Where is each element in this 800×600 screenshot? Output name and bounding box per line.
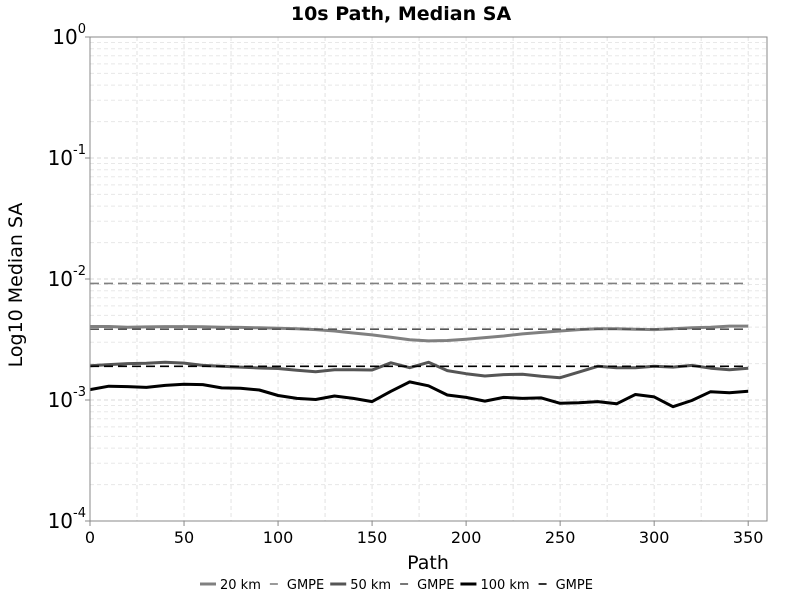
x-tick-label: 350: [733, 528, 764, 547]
y-axis-ticks: 100 10-1 10-2 10-3 10-4: [48, 22, 90, 533]
series-layer: [89, 282, 749, 409]
x-tick-label: 0: [85, 528, 95, 547]
y-tick-label: 100: [52, 22, 86, 49]
y-tick-label: 10-2: [48, 264, 86, 291]
x-tick-label: 100: [263, 528, 294, 547]
series-line-100-km-4: [89, 380, 749, 409]
x-tick-label: 200: [451, 528, 482, 547]
x-axis-ticks: 0 50 100 150 200 250 300 350: [85, 521, 764, 547]
legend-label: 20 km: [220, 578, 261, 593]
legend-label: GMPE: [287, 578, 324, 593]
x-tick-label: 300: [639, 528, 670, 547]
y-axis-title: Log10 Median SA: [5, 203, 27, 368]
legend: 20 km GMPE 50 km GMPE 100 km GMPE: [200, 578, 593, 593]
y-tick-label: 10-1: [48, 143, 86, 170]
series-line-50-km-2: [89, 360, 749, 380]
x-axis-title: Path: [407, 552, 449, 574]
legend-label: 50 km: [350, 578, 391, 593]
y-tick-label: 10-3: [48, 385, 86, 412]
legend-label: GMPE: [417, 578, 454, 593]
chart-title: 10s Path, Median SA: [291, 3, 512, 25]
y-tick-label: 10-4: [48, 506, 86, 533]
x-tick-label: 250: [545, 528, 576, 547]
legend-label: GMPE: [556, 578, 593, 593]
x-tick-label: 50: [174, 528, 194, 547]
legend-label: 100 km: [480, 578, 529, 593]
x-tick-label: 150: [357, 528, 388, 547]
